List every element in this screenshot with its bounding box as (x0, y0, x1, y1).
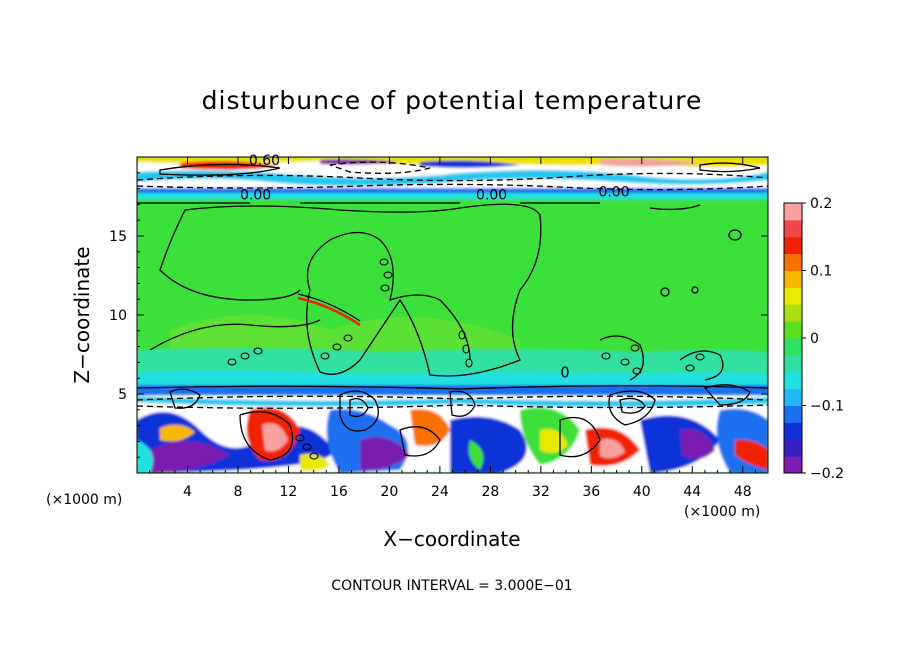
y-tick-label: 15 (109, 229, 127, 245)
contour-line (559, 416, 601, 458)
contour-line (137, 385, 768, 390)
x-tick-label: 44 (683, 484, 701, 500)
colorbar-segment (784, 203, 802, 221)
contour-line (137, 395, 768, 401)
contour-label: 0.00 (240, 188, 271, 204)
x-tick-label: 48 (734, 484, 752, 500)
contour-line (728, 229, 742, 241)
colorbar-segment (784, 253, 802, 271)
colorbar-segment (784, 405, 802, 423)
colorbar-segment (784, 388, 802, 406)
contour-line (561, 366, 569, 378)
y-tick-label: 5 (118, 387, 127, 403)
x-tick-label: 4 (183, 484, 192, 500)
contour-label: 0.60 (249, 153, 280, 169)
x-tick-label: 8 (233, 484, 242, 500)
contour-line (660, 287, 670, 297)
x-tick-label: 24 (431, 484, 449, 500)
colorbar-segment (784, 422, 802, 440)
colorbar-tick-label: −0.2 (810, 466, 844, 482)
x-tick-label: 32 (532, 484, 550, 500)
colorbar-tick-label: 0.1 (810, 264, 832, 280)
colorbar-segment (784, 321, 802, 339)
colorbar-segment (784, 338, 802, 356)
contour-line (169, 388, 201, 409)
contour-line (159, 163, 281, 176)
x-tick-label: 12 (280, 484, 298, 500)
colorbar-segment (784, 439, 802, 457)
x-axis: 4 8 12 16 20 24 28 32 36 40 44 48 (149, 157, 756, 500)
x-tick-label: 20 (380, 484, 398, 500)
contour-line (184, 203, 542, 377)
colorbar-tick-label: 0 (810, 331, 819, 347)
colorbar-segment (784, 287, 802, 305)
colorbar-segment (784, 270, 802, 288)
contour-interval-note: CONTOUR INTERVAL = 3.000E−01 (331, 578, 573, 594)
colorbar-tick-label: 0.2 (810, 196, 832, 212)
y-axis-label: Z−coordinate (70, 246, 94, 384)
contour-line (137, 172, 768, 182)
contour-feature (297, 296, 361, 327)
x-unit-left: (×1000 m) (46, 492, 123, 508)
x-tick-label: 36 (582, 484, 600, 500)
contour-line (239, 411, 294, 461)
contour-line (137, 404, 768, 409)
colorbar-segment (784, 371, 802, 390)
contour-line (137, 202, 701, 211)
contour-circles (227, 258, 705, 460)
colorbar-segment (784, 236, 802, 255)
colorbar-segment (784, 354, 802, 373)
contour-line (329, 161, 431, 174)
contour-line (703, 384, 751, 406)
x-unit-right: (×1000 m) (684, 504, 761, 520)
x-tick-label: 16 (330, 484, 348, 500)
contour-line (599, 335, 644, 381)
contour-line (449, 390, 476, 417)
contour-line (691, 286, 699, 294)
y-tick-label: 10 (109, 308, 127, 324)
contour-line (159, 209, 301, 301)
contour-labels: 0.00 0.00 0.00 0.60 (240, 153, 630, 204)
lower-turbulent-layer (137, 395, 768, 473)
contour-feature (297, 293, 361, 322)
contour-line (137, 183, 768, 191)
colorbar-segment (784, 456, 802, 474)
contour-line (679, 350, 724, 381)
x-tick-label: 40 (633, 484, 651, 500)
contour-label: 0.00 (598, 185, 629, 201)
x-axis-label: X−coordinate (383, 527, 521, 551)
x-tick-label: 28 (481, 484, 499, 500)
y-axis: 5 10 15 (109, 172, 768, 458)
contour-line (608, 390, 656, 426)
colorbar: −0.2 −0.1 0 0.1 0.2 (783, 196, 844, 482)
contour-line (399, 426, 441, 457)
contour-line (339, 390, 379, 432)
contour-label: 0.00 (476, 188, 507, 204)
contour-lines (137, 161, 768, 461)
contour-line (699, 162, 761, 173)
colorbar-segment (784, 304, 802, 322)
contour-line (149, 319, 321, 351)
chart-title: disturbunce of potential temperature (201, 86, 703, 115)
colorbar-segment (784, 219, 802, 238)
colorbar-tick-label: −0.1 (810, 399, 844, 415)
